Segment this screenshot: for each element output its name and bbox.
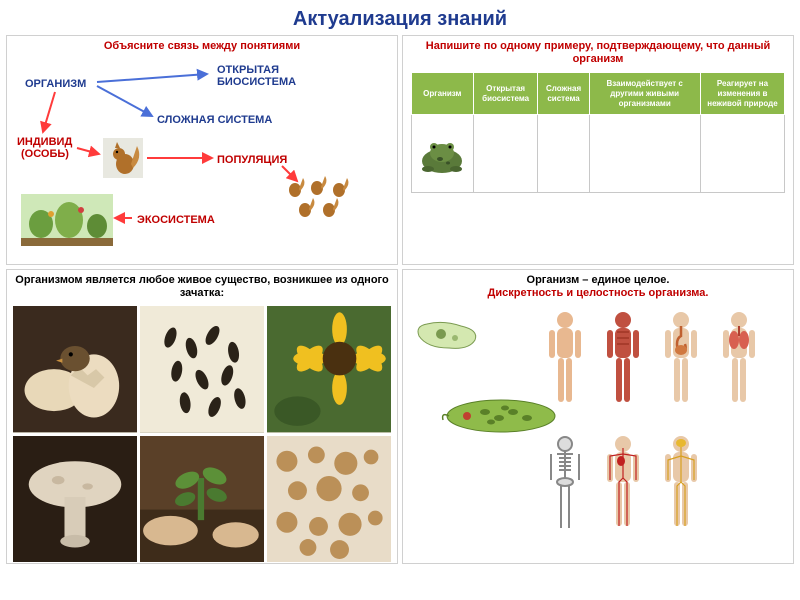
q2-title: Напишите по одному примеру, подтверждающ… [403, 36, 793, 70]
th-organism: Организм [411, 73, 473, 115]
th-interacts: Взаимодействует с другими живыми организ… [589, 73, 700, 115]
example-table: Организм Открытая биосистема Сложная сис… [411, 72, 785, 193]
img-human-skin [543, 310, 587, 410]
table-row [411, 115, 784, 193]
panel-definition: Организмом является любое живое существо… [6, 269, 398, 564]
th-open-biosystem: Открытая биосистема [473, 73, 538, 115]
cell-4 [700, 115, 784, 193]
cell-1 [473, 115, 538, 193]
img-seeds [140, 306, 264, 432]
img-chick-egg [13, 306, 137, 432]
q4-title-2: Дискретность и целостность организма. [403, 287, 793, 304]
q4-stage [403, 304, 793, 563]
content-grid: Объясните связь между понятиями ОРГАНИЗМ… [0, 35, 800, 564]
th-reacts: Реагирует на изменения в неживой природе [700, 73, 784, 115]
panel-unity: Организм – единое целое. Дискретность и … [402, 269, 794, 564]
img-population [283, 176, 353, 222]
img-human-respiratory [717, 310, 761, 410]
img-human-circulatory [601, 434, 645, 534]
img-mushroom [13, 436, 137, 562]
img-amoeba [413, 318, 483, 352]
img-human-digestive [659, 310, 703, 410]
th-complex-system: Сложная система [538, 73, 589, 115]
cell-organism-img [411, 115, 473, 193]
cell-2 [538, 115, 589, 193]
img-human-nervous [659, 434, 703, 534]
img-spores [267, 436, 391, 562]
img-ecosystem [21, 194, 113, 246]
frog-icon [414, 131, 470, 175]
q3-image-grid [7, 304, 397, 564]
panel-concept-map: Объясните связь между понятиями ОРГАНИЗМ… [6, 35, 398, 265]
panel-table: Напишите по одному примеру, подтверждающ… [402, 35, 794, 265]
q3-title: Организмом является любое живое существо… [7, 270, 397, 304]
page-title: Актуализация знаний [0, 0, 800, 35]
q4-title-1: Организм – единое целое. [403, 270, 793, 287]
cell-3 [589, 115, 700, 193]
img-human-skeletal [543, 434, 587, 534]
img-sunflower [267, 306, 391, 432]
img-human-muscular [601, 310, 645, 410]
img-sprout [140, 436, 264, 562]
img-squirrel [103, 138, 143, 178]
